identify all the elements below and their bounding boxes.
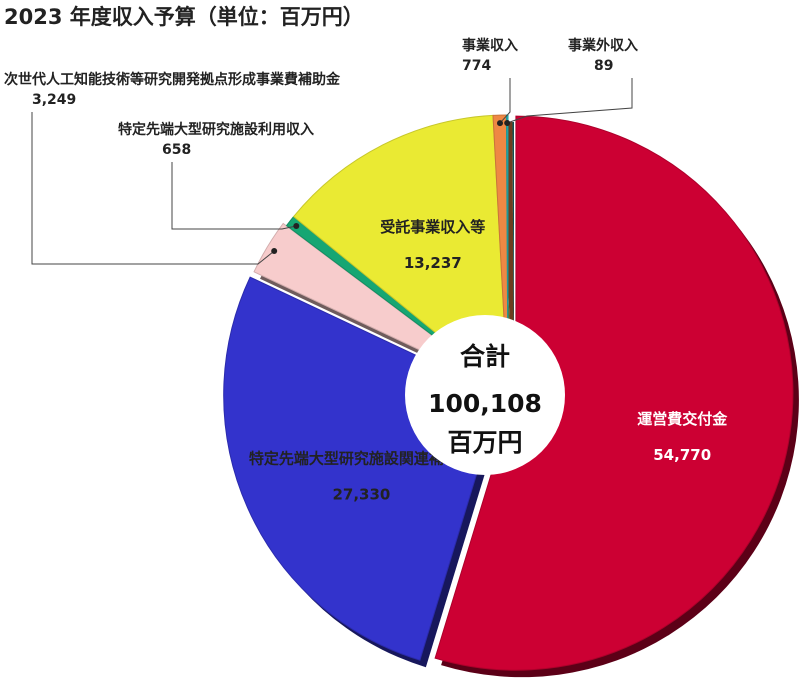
slice-value-label: 27,330 xyxy=(332,485,390,503)
leader-dot xyxy=(271,248,278,254)
leader-dot xyxy=(293,223,300,229)
leader-line xyxy=(31,112,275,265)
slice-value-label: 3,249 xyxy=(32,92,76,108)
center-total-label: 合計 xyxy=(460,342,510,371)
leader-line xyxy=(499,78,511,124)
chart-title: 2023 年度収入予算（単位：百万円） xyxy=(4,5,364,29)
slice-label: 事業収入 xyxy=(462,37,518,54)
label-layer: 運営費交付金 54,770 特定先端大型研究施設関連補助金 27,330 次世代人工知能… xyxy=(4,37,728,503)
slice-value-label: 54,770 xyxy=(653,446,711,464)
center-total-circle xyxy=(405,315,565,475)
leader-dot xyxy=(497,120,503,127)
slice-value-label: 658 xyxy=(162,142,191,158)
pie-slice-shadow xyxy=(512,121,514,400)
slice-label: 事業外収入 xyxy=(568,37,638,54)
slice-value-label: 89 xyxy=(594,58,613,74)
leader-line-layer xyxy=(31,78,633,265)
leader-dot xyxy=(504,120,511,126)
pie-slice-1 xyxy=(434,115,794,671)
slice-value-label: 13,237 xyxy=(404,254,462,272)
slice-label: 次世代人工知能技術等研究開発拠点形成事業費補助金 xyxy=(4,71,341,88)
slice-label: 特定先端大型研究施設関連補助金 xyxy=(249,449,475,467)
center-total-value: 100,108 xyxy=(428,389,542,418)
center-total-unit: 百万円 xyxy=(447,428,522,457)
slice-label: 運営費交付金 xyxy=(637,410,728,428)
pie-slice-layer xyxy=(223,114,794,671)
slice-label: 受託事業収入等 xyxy=(380,218,485,236)
slice-value-label: 774 xyxy=(462,58,491,74)
leader-line xyxy=(171,162,297,230)
leader-line xyxy=(507,78,633,124)
slice-label: 特定先端大型研究施設利用収入 xyxy=(118,121,314,138)
